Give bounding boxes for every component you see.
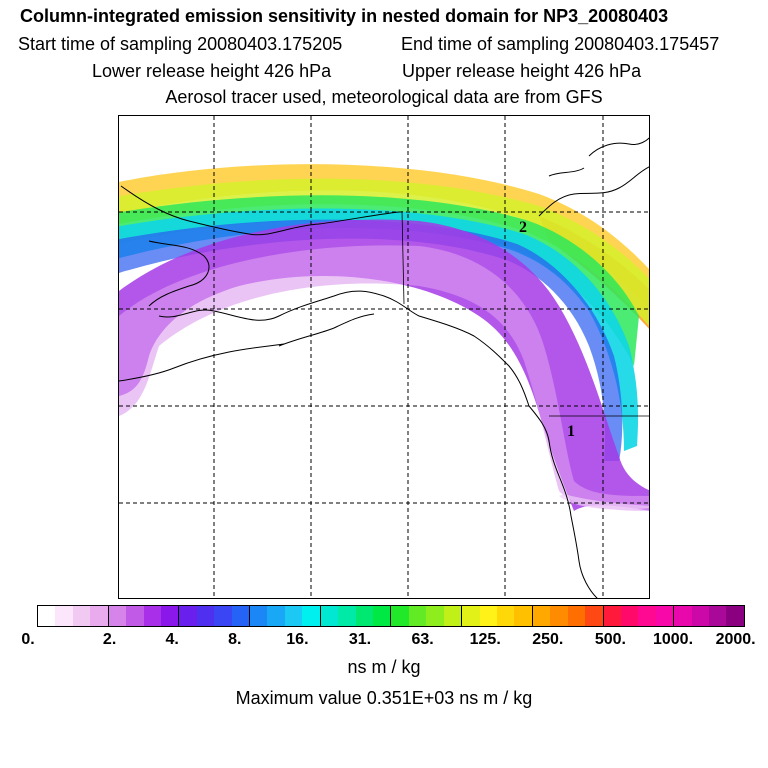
sensitivity-band-blue	[119, 219, 623, 461]
colorbar-tick-label: 31.	[348, 631, 372, 648]
colorbar-tick-label: 500.	[594, 631, 626, 648]
colorbar-cell	[373, 606, 392, 626]
colorbar-cell	[462, 606, 480, 626]
colorbar-cell	[250, 606, 268, 626]
end-time-label: End time of sampling 20080403.175457	[401, 34, 720, 54]
colorbar-cell	[691, 606, 710, 626]
colorbar-cell	[479, 606, 497, 626]
colorbar-cell	[231, 606, 251, 626]
colorbar-cell	[90, 606, 109, 626]
colorbar-cell	[143, 606, 161, 626]
colorbar-cell	[160, 606, 180, 626]
colorbar-cell	[108, 606, 127, 626]
colorbar-cell	[338, 606, 356, 626]
colorbar	[37, 605, 745, 627]
colorbar-cell	[726, 606, 744, 626]
start-time-label: Start time of sampling 20080403.175205	[18, 34, 343, 54]
colorbar-cell	[126, 606, 144, 626]
sensitivity-band-faint	[559, 494, 649, 510]
colorbar-cell	[320, 606, 339, 626]
colorbar-cell	[496, 606, 515, 626]
colorbar-cell	[196, 606, 215, 626]
colorbar-tick-label: 125.	[469, 631, 501, 648]
colorbar-cell	[532, 606, 551, 626]
colorbar-cell	[585, 606, 604, 626]
colorbar-cell	[214, 606, 232, 626]
colorbar-cell	[709, 606, 727, 626]
upper-release-label: Upper release height 426 hPa	[402, 61, 642, 81]
point-label-1: 1	[567, 423, 575, 440]
colorbar-cell	[284, 606, 303, 626]
colorbar-cell	[72, 606, 91, 626]
colorbar-cell	[514, 606, 533, 626]
colorbar-cell	[674, 606, 692, 626]
tracer-info-label: Aerosol tracer used, meteorological data…	[165, 87, 603, 107]
colorbar-cell	[620, 606, 639, 626]
colorbar-cell	[655, 606, 675, 626]
colorbar-cell	[55, 606, 73, 626]
colorbar-cell	[443, 606, 463, 626]
colorbar-cell	[355, 606, 374, 626]
colorbar-cell	[179, 606, 197, 626]
colorbar-cell	[603, 606, 621, 626]
colorbar-tick-label: 250.	[532, 631, 564, 648]
sensitivity-band-purple	[119, 219, 649, 511]
colorbar-cell	[391, 606, 409, 626]
graticule	[119, 116, 649, 598]
colorbar-cell	[38, 606, 56, 626]
plot-title: Column-integrated emission sensitivity i…	[20, 6, 669, 26]
colorbar-tick-labels: 0. 2. 4. 8. 16. 31. 63. 125. 250. 500. 1000. 2000.	[0, 631, 768, 651]
colorbar-cell	[426, 606, 444, 626]
colorbar-cell	[638, 606, 656, 626]
sensitivity-band-light-purple	[119, 245, 649, 511]
colorbar-cell	[550, 606, 568, 626]
coastlines	[119, 137, 649, 598]
colorbar-cell	[408, 606, 427, 626]
colorbar-tick-label: 2000.	[715, 631, 756, 648]
colorbar-tick-label: 4.	[165, 631, 179, 648]
emission-sensitivity-map: 2 1	[118, 115, 650, 599]
colorbar-tick-label: 0.	[21, 631, 35, 648]
colorbar-tick-label: 1000.	[652, 631, 694, 648]
colorbar-tick-label: 8.	[228, 631, 242, 648]
colorbar-tick-label: 63.	[411, 631, 434, 648]
colorbar-tick-label: 2.	[102, 631, 117, 648]
colorbar-tick-label: 16.	[286, 631, 309, 648]
colorbar-cell	[302, 606, 321, 626]
maximum-value-label: Maximum value 0.351E+03 ns m / kg	[235, 688, 533, 708]
colorbar-cell	[267, 606, 285, 626]
political-borders	[401, 210, 649, 417]
map-canvas: 2 1	[119, 116, 649, 598]
colorbar-units: ns m / kg	[347, 657, 421, 677]
colorbar-cell	[567, 606, 586, 626]
lower-release-label: Lower release height 426 hPa	[92, 61, 332, 81]
point-label-2: 2	[519, 219, 527, 236]
sensitivity-band-yellow-green	[119, 178, 649, 326]
